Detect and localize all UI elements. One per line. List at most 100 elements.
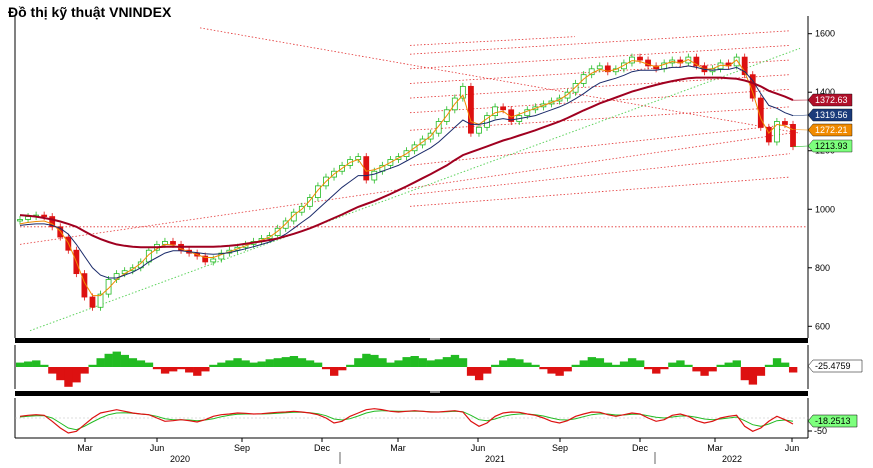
candle-body (572, 83, 579, 93)
histogram-bar (209, 364, 218, 367)
descending-trendline (199, 27, 801, 134)
histogram-bar (402, 357, 411, 367)
x-tick-label: Jun (150, 443, 165, 453)
x-tick-label: Jun (785, 443, 800, 453)
separator-grip (430, 391, 440, 393)
histogram-bar (193, 367, 202, 376)
x-tick-label: Mar (77, 443, 93, 453)
histogram-bar (458, 358, 468, 367)
histogram-bar (88, 364, 97, 367)
histogram-bar (764, 364, 774, 367)
oscillator-2-last-label: -18.2513 (815, 416, 851, 426)
histogram-bar (466, 367, 476, 376)
panel-separator (15, 338, 808, 343)
value-tag (807, 414, 858, 428)
x-tick-label: Jun (471, 443, 486, 453)
histogram-bar (217, 362, 226, 367)
candle-body (97, 293, 104, 308)
candle-body (274, 227, 281, 236)
histogram-bar (378, 358, 387, 367)
histogram-bar (144, 362, 154, 367)
candle-body (782, 121, 788, 125)
channel-line (409, 30, 791, 55)
histogram-bar (603, 362, 613, 367)
histogram-bar (394, 360, 403, 367)
histogram-bar (64, 367, 73, 387)
histogram-bar (96, 358, 105, 367)
candle-body (371, 170, 378, 181)
value-tag (807, 123, 853, 137)
histogram-bar (225, 360, 234, 367)
separator-grip (430, 338, 440, 340)
oscillator-2-line-a (19, 408, 794, 434)
histogram-bar (168, 367, 178, 372)
candle-body (492, 106, 498, 117)
histogram-bar (491, 364, 500, 367)
histogram-bar (354, 358, 363, 367)
value-tag-label: 1272.21 (815, 125, 848, 135)
ascending-trendline-green (29, 47, 801, 332)
histogram-bar (24, 361, 33, 367)
histogram-bar (756, 367, 766, 376)
channel-line (409, 176, 791, 207)
histogram-bar (442, 357, 452, 367)
histogram-bar (120, 354, 130, 367)
candle-body (629, 56, 635, 64)
histogram-bar (539, 367, 548, 370)
histogram-bar (346, 364, 355, 367)
y-tick-label: 800 (815, 263, 830, 273)
histogram-bar (72, 367, 81, 383)
x-year-label: 2021 (485, 454, 505, 464)
candle-body (89, 296, 96, 308)
candle-body (765, 126, 772, 143)
x-tick-label: Dec (632, 443, 649, 453)
candle-body (290, 211, 297, 222)
candle-body (621, 62, 627, 70)
histogram-bar (201, 367, 210, 372)
channel-line (409, 153, 791, 196)
histogram-bar (732, 360, 741, 367)
candle-body (468, 85, 474, 134)
histogram-bar (668, 362, 677, 367)
histogram-bar (313, 362, 323, 367)
channel-line (409, 124, 791, 166)
ma-mid-line (19, 65, 794, 279)
histogram-bar (128, 358, 138, 367)
candle-body (210, 258, 217, 263)
x-tick-label: Sep (552, 443, 568, 453)
histogram-bar (611, 364, 621, 367)
histogram-bar (321, 367, 331, 370)
histogram-bar (676, 360, 685, 367)
histogram-bar (748, 367, 758, 385)
histogram-bar (418, 358, 427, 367)
tag-leader (792, 145, 809, 147)
x-tick-label: Mar (390, 443, 406, 453)
histogram-bar (571, 364, 580, 367)
channel-line (409, 36, 576, 46)
histogram-bar (563, 367, 572, 372)
oscillator-1-last-label: -25.4759 (815, 361, 851, 371)
histogram-bar (474, 367, 484, 381)
histogram-bar (660, 367, 669, 370)
value-tag-label: 1213.93 (815, 141, 848, 151)
histogram-bar (595, 358, 605, 367)
y-tick-label: 1600 (815, 29, 835, 39)
histogram-bar (772, 358, 782, 367)
histogram-bar (136, 360, 146, 367)
histogram-bar (289, 356, 299, 367)
candle-body (459, 85, 466, 99)
histogram-bar (482, 367, 492, 374)
histogram-bar (684, 364, 693, 367)
candle-body (790, 124, 796, 148)
candle-body (25, 216, 31, 220)
candle-body (476, 126, 482, 134)
histogram-bar (434, 359, 444, 367)
candle-body (596, 65, 603, 70)
histogram-bar (249, 362, 258, 367)
histogram-bar (507, 358, 516, 367)
histogram-bar (80, 367, 89, 374)
histogram-bar (241, 360, 250, 367)
candle-body (435, 121, 442, 134)
value-tag (807, 359, 863, 373)
